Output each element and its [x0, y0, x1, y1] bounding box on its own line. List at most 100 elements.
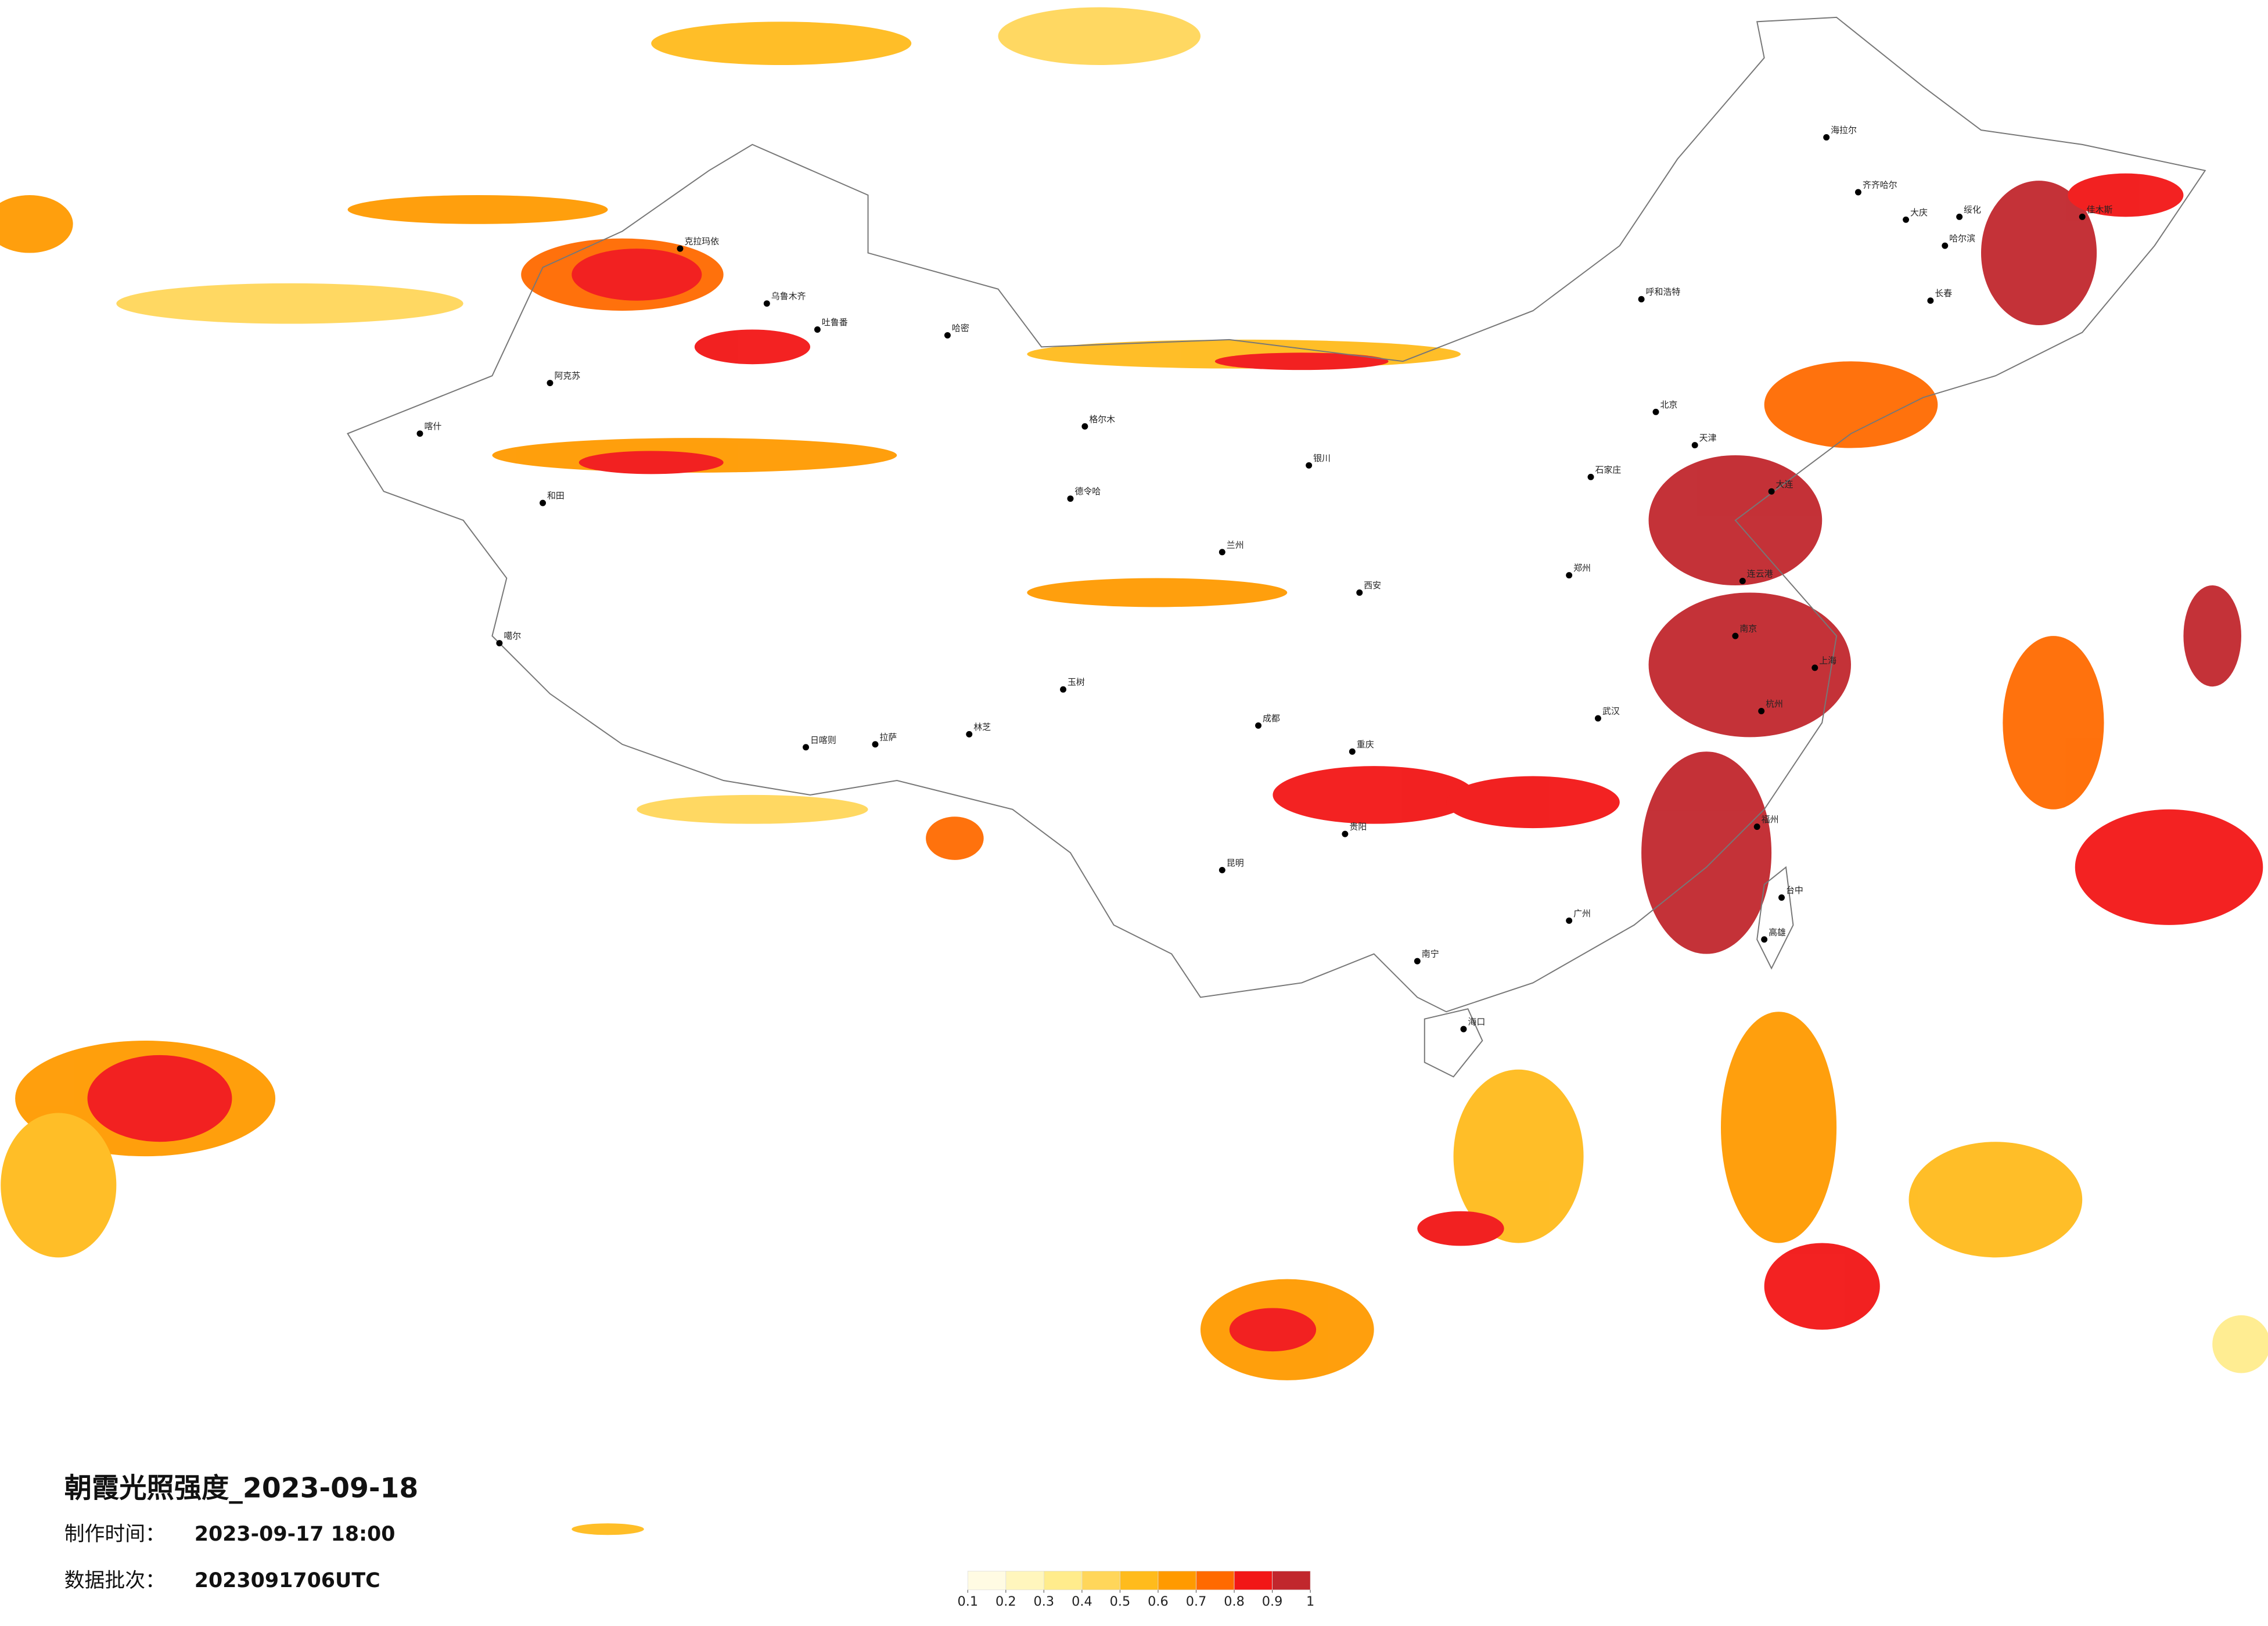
- city-dot: [2079, 213, 2086, 220]
- heat-area: [2068, 173, 2184, 217]
- city-dot: [1342, 830, 1349, 837]
- city-dot: [1761, 936, 1768, 943]
- legend-tick-label: 1: [1306, 1594, 1314, 1609]
- city-label: 拉萨: [879, 732, 897, 742]
- heat-area: [1764, 361, 1938, 448]
- heat-area: [1908, 1142, 2083, 1258]
- city-dot: [1349, 748, 1356, 755]
- city-dot: [1081, 423, 1088, 430]
- city-label: 哈尔滨: [1949, 233, 1975, 244]
- city-dot: [1594, 715, 1601, 722]
- legend-swatch: [1158, 1571, 1196, 1591]
- heat-area: [1214, 352, 1389, 370]
- heat-area: [1720, 1012, 1837, 1243]
- city-dot: [1732, 632, 1739, 639]
- legend-tick-label: 0.6: [1148, 1594, 1169, 1609]
- heat-area: [87, 1055, 232, 1142]
- city-label: 郑州: [1573, 563, 1591, 573]
- city-label: 大连: [1776, 479, 1793, 490]
- city-label: 吐鲁番: [822, 317, 848, 328]
- heat-area: [926, 816, 984, 860]
- heat-area: [1446, 776, 1620, 829]
- city-label: 上海: [1819, 655, 1836, 665]
- heat-area: [1229, 1308, 1317, 1352]
- city-label: 林芝: [973, 722, 991, 732]
- legend-tick-label: 0.1: [957, 1594, 978, 1609]
- legend-swatch: [1043, 1571, 1083, 1591]
- city-label: 南宁: [1422, 949, 1439, 959]
- city-dot: [872, 741, 879, 748]
- city-label: 南京: [1739, 624, 1757, 634]
- legend-tick-label: 0.8: [1224, 1594, 1245, 1609]
- city-dot: [1956, 213, 1963, 220]
- legend-swatch: [967, 1571, 1007, 1591]
- city-dot: [1811, 664, 1818, 671]
- heat-area: [998, 7, 1201, 66]
- heat-area: [1027, 578, 1288, 607]
- city-label: 玉树: [1067, 677, 1085, 688]
- heat-area: [1273, 766, 1475, 824]
- city-dot: [1768, 488, 1775, 495]
- island-outline: [1424, 866, 1794, 1078]
- heat-area: [637, 794, 868, 824]
- city-dot: [1638, 296, 1645, 303]
- city-dot: [1306, 462, 1313, 469]
- city-label: 成都: [1263, 713, 1280, 724]
- city-label: 银川: [1313, 453, 1331, 463]
- heat-area: [347, 195, 608, 224]
- city-dot: [966, 731, 973, 738]
- city-label: 齐齐哈尔: [1863, 180, 1897, 190]
- city-dot: [1739, 578, 1746, 585]
- heat-area: [1641, 751, 1772, 954]
- legend-swatch: [1120, 1571, 1159, 1591]
- city-dot: [814, 326, 821, 333]
- city-label: 乌鲁木齐: [771, 291, 806, 301]
- legend-tick-label: 0.5: [1110, 1594, 1131, 1609]
- heat-area: [2003, 636, 2104, 810]
- legend-swatch: [1234, 1571, 1273, 1591]
- city-dot: [1587, 473, 1594, 480]
- city-label: 哈密: [952, 323, 969, 333]
- city-label: 石家庄: [1595, 465, 1621, 475]
- heat-layer: [0, 7, 2268, 1535]
- batch-label: 数据批次：: [64, 1569, 166, 1592]
- city-dot: [1460, 1026, 1467, 1033]
- city-label: 日喀则: [810, 735, 836, 745]
- country-outline: [347, 16, 2206, 1013]
- heat-area: [0, 195, 73, 253]
- city-dot: [803, 744, 809, 751]
- city-dot: [944, 332, 951, 339]
- heat-area: [1, 1113, 117, 1258]
- city-dot: [1652, 408, 1659, 415]
- city-dot: [540, 499, 547, 506]
- map-title: 朝霞光照强度_2023-09-18: [64, 1472, 419, 1504]
- city-label: 呼和浩特: [1646, 287, 1681, 297]
- city-label: 天津: [1699, 433, 1717, 443]
- city-label: 兰州: [1227, 539, 1244, 550]
- heat-area: [578, 451, 724, 474]
- legend-tick-label: 0.9: [1262, 1594, 1283, 1609]
- legend: 0.1 0.2 0.3 0.4 0.5 0.6 0.7 0.8 0.9 1: [957, 1571, 1314, 1609]
- city-label: 长春: [1935, 288, 1952, 298]
- city-label: 昆明: [1227, 858, 1244, 868]
- city-dot: [1067, 495, 1074, 502]
- heat-area: [572, 249, 702, 301]
- city-dot: [1219, 866, 1225, 873]
- city-label: 贵阳: [1349, 822, 1367, 832]
- heat-area: [116, 283, 463, 324]
- city-dot: [496, 640, 503, 647]
- heat-area: [1453, 1069, 1584, 1243]
- city-dot: [1823, 134, 1830, 141]
- city-label: 格尔木: [1089, 414, 1115, 425]
- heat-area: [572, 1523, 644, 1535]
- city-label: 佳木斯: [2087, 204, 2113, 215]
- city-label: 海拉尔: [1831, 125, 1857, 135]
- city-dot: [763, 300, 770, 307]
- city-dot: [1255, 722, 1262, 729]
- city-label: 德令哈: [1074, 486, 1101, 497]
- city-dot: [1566, 917, 1573, 924]
- heat-area: [1417, 1211, 1504, 1246]
- city-label: 福州: [1762, 814, 1779, 825]
